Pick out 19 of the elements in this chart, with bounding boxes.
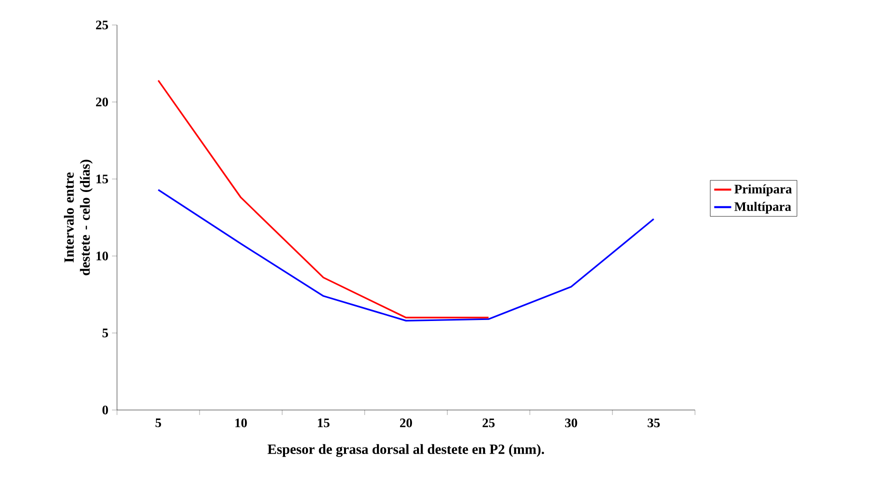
y-tick-label: 20 [96, 98, 108, 106]
line-series [157, 188, 655, 322]
x-tick-label: 35 [648, 418, 660, 428]
x-tick-label: 10 [235, 418, 247, 428]
legend-label: Primípara [734, 184, 792, 196]
x-tick-label: 5 [156, 418, 162, 428]
x-tick-label: 30 [565, 418, 578, 428]
x-tick-label: 20 [400, 418, 412, 428]
x-axis-title: Espesor de grasa dorsal al destete en P2 (mm). [268, 444, 544, 457]
y-tick-label: 10 [96, 252, 108, 260]
y-tick-label: 5 [102, 328, 108, 338]
y-axis-title: Intervalo entre destete - celo (días) [64, 160, 93, 276]
line-series [157, 80, 490, 318]
y-tick-label: 0 [102, 406, 108, 414]
x-tick-label: 25 [482, 418, 495, 428]
x-tick-label: 15 [318, 418, 330, 428]
y-tick-label: 15 [96, 174, 108, 184]
y-tick-label: 25 [96, 20, 108, 30]
legend-label: Multípara [734, 202, 792, 214]
